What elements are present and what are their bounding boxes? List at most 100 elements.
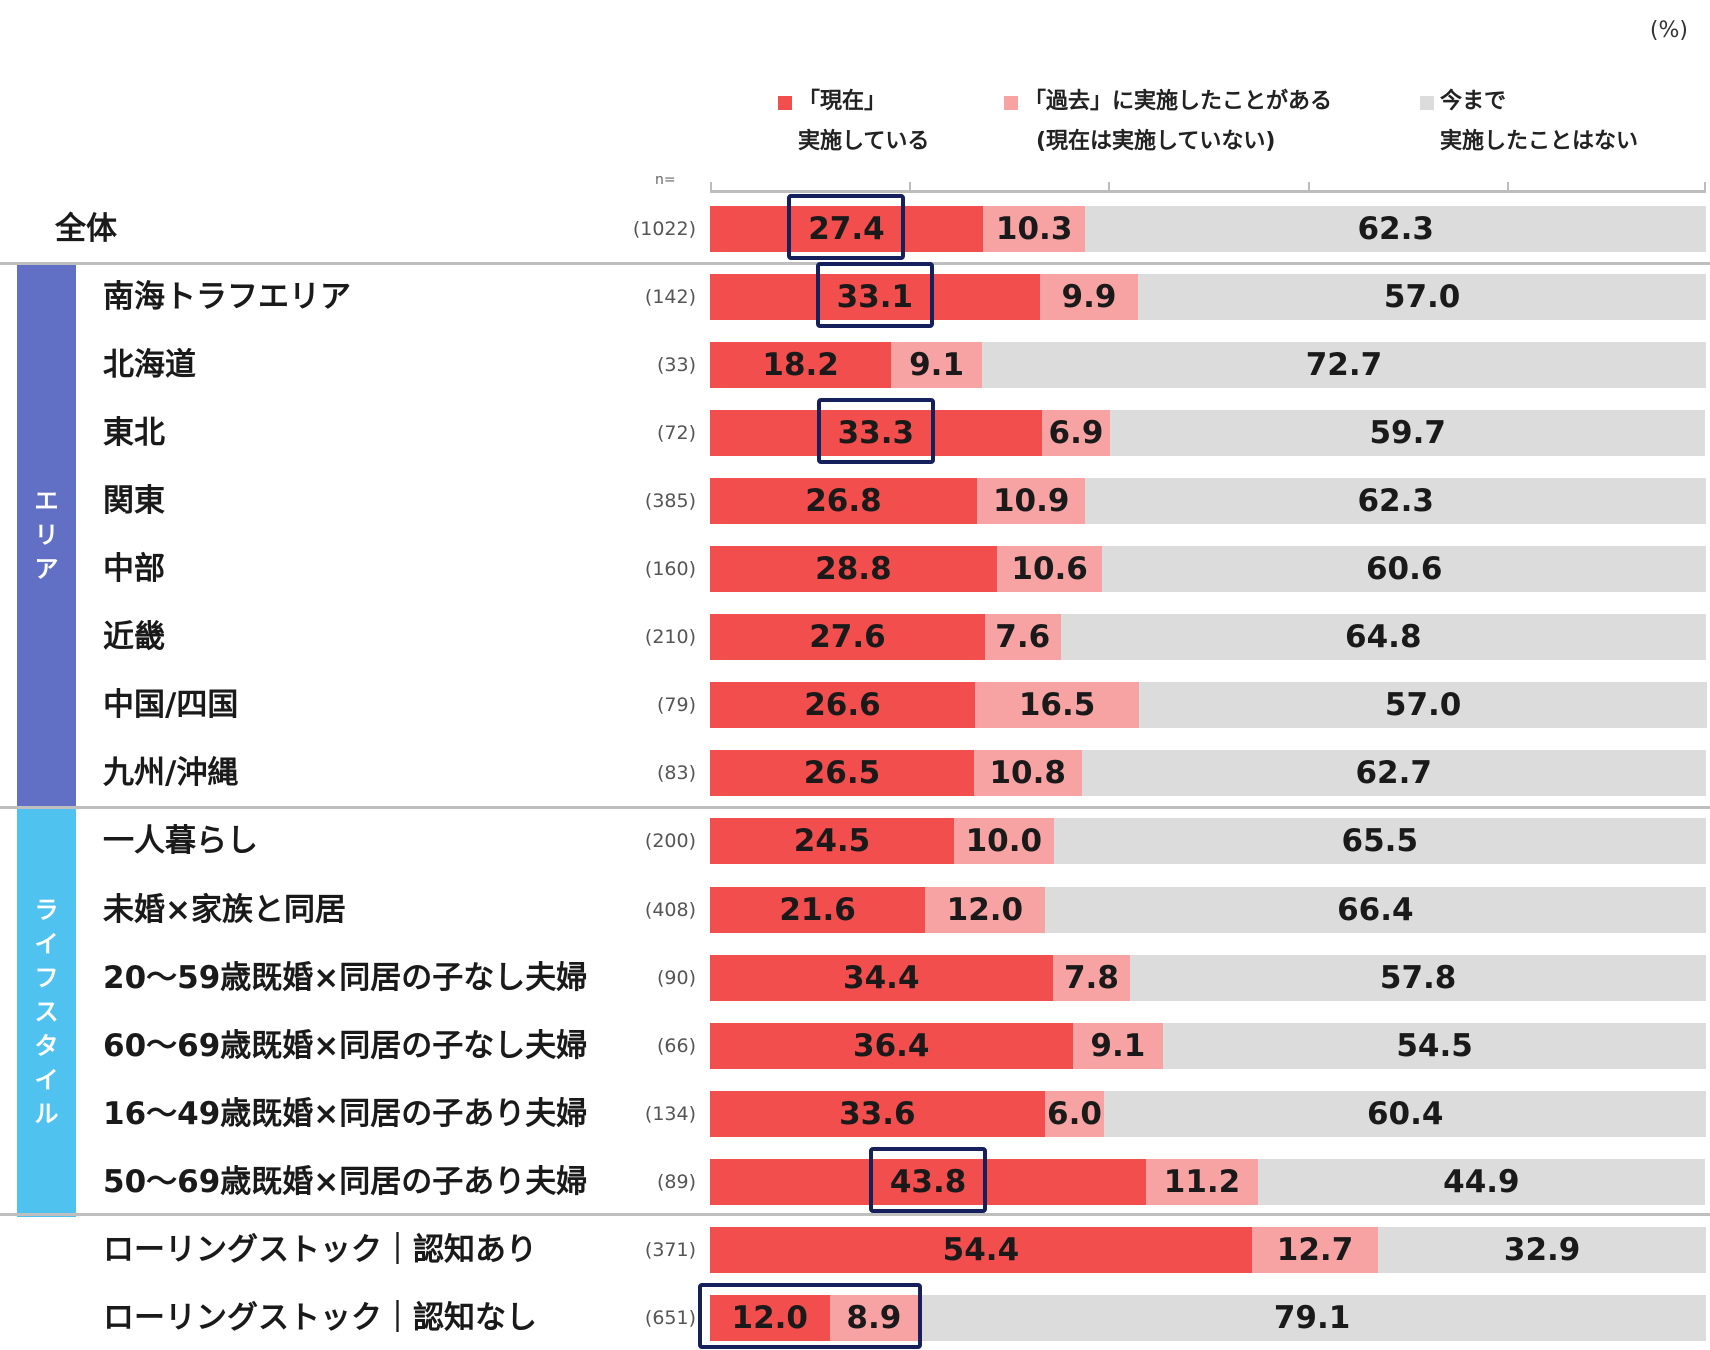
- bar-segment-past: [996, 546, 1103, 593]
- bar-segment-current: [710, 954, 1053, 1001]
- legend-current-line1: 「現在」: [798, 89, 887, 114]
- data-label-never: 62.7: [1355, 755, 1432, 792]
- bar-segment-current: [710, 750, 974, 797]
- row-n-10: (408): [644, 898, 696, 921]
- bar-segment-current: [710, 274, 1040, 321]
- data-label-never: 44.9: [1443, 1163, 1520, 1200]
- row-label-11: 20～59歳既婚×同居の子なし夫婦: [103, 959, 588, 996]
- data-label-never: 60.6: [1365, 551, 1443, 588]
- highlight-box: [816, 398, 935, 465]
- bar-segment-never: [1053, 818, 1706, 865]
- bar-segment-current: [710, 818, 955, 865]
- data-label-current: 21.6: [779, 891, 856, 928]
- group-label-char: リ: [34, 521, 59, 550]
- bar-segment-never: [1085, 478, 1706, 525]
- bar-segment-never: [918, 1294, 1706, 1341]
- unit-label: (%): [1649, 18, 1688, 43]
- data-label-current: 24.5: [793, 823, 871, 860]
- axis-tick-3: [1307, 182, 1310, 193]
- axis-tick-1: [909, 182, 912, 193]
- highlight-box: [787, 194, 906, 260]
- data-label-current: 43.8: [889, 1163, 967, 1200]
- data-label-current: 28.8: [815, 551, 892, 588]
- bar-segment-current: [710, 1090, 1045, 1137]
- n-prefix-label: n=: [655, 172, 676, 188]
- bar-segment-current: [710, 886, 926, 933]
- bar-segment-past: [973, 750, 1082, 797]
- bar-segment-current: [710, 1158, 1147, 1205]
- data-label-past: 10.0: [965, 823, 1043, 860]
- row-label-10: 未婚×家族と同居: [103, 891, 346, 928]
- data-label-past: 7.8: [1063, 959, 1119, 996]
- bar-segment-current: [710, 206, 983, 252]
- row-n-11: (90): [656, 966, 696, 989]
- row-label-5: 中部: [103, 551, 165, 588]
- data-label-never: 54.5: [1396, 1027, 1473, 1064]
- data-label-current: 33.3: [837, 415, 915, 452]
- group-label-char: イ: [34, 1065, 59, 1094]
- bar-segment-past: [1044, 1090, 1105, 1137]
- data-label-past: 9.9: [1061, 279, 1117, 316]
- group-label-char: ル: [34, 1099, 59, 1128]
- data-label-current: 26.5: [803, 755, 881, 792]
- bar-segment-past: [1072, 1022, 1164, 1069]
- axis-tick-2: [1108, 182, 1111, 193]
- bar-segment-past: [982, 206, 1086, 252]
- bar-segment-current: [710, 342, 892, 389]
- row-label-8: 九州/沖縄: [103, 755, 239, 792]
- bar-segment-current: [710, 682, 975, 729]
- bar-segment-past: [1052, 954, 1131, 1001]
- row-n-3: (72): [656, 422, 696, 445]
- axis-tick-5: [1704, 182, 1706, 193]
- data-label-past: 11.2: [1163, 1163, 1241, 1200]
- group-label-char: ス: [34, 997, 59, 1026]
- legend-swatch-never: [1420, 96, 1434, 110]
- bar-segment-past: [1146, 1158, 1258, 1205]
- bar-segment-current: [710, 1022, 1073, 1069]
- data-label-current: 26.6: [804, 687, 881, 724]
- group-label-char: ア: [34, 555, 59, 584]
- row-n-15: (371): [644, 1238, 696, 1261]
- bar-segment-never: [1257, 1158, 1705, 1205]
- row-label-1: 南海トラフエリア: [103, 279, 351, 316]
- group-label-char: ラ: [34, 895, 59, 924]
- bar-segment-never: [981, 342, 1706, 389]
- legend-never-line2: 実施したことはない: [1440, 129, 1639, 154]
- axis-tick-0: [710, 182, 712, 193]
- legend-past-line2: (現在は実施していない): [1036, 129, 1276, 154]
- group-bar-1: [17, 806, 76, 1217]
- bar-segment-past: [925, 886, 1045, 933]
- row-label-14: 50～69歳既婚×同居の子あり夫婦: [103, 1163, 588, 1200]
- group-label-0: エリア: [17, 484, 76, 586]
- bar-segment-past: [954, 818, 1054, 865]
- bar-segment-past: [1039, 274, 1139, 321]
- row-n-2: (33): [656, 354, 696, 377]
- data-label-past: 6.9: [1048, 415, 1104, 452]
- bar-segment-current: [710, 410, 1042, 457]
- group-label-1: ライフスタイル: [17, 893, 76, 1131]
- data-label-current: 27.6: [809, 619, 886, 656]
- data-label-past: 10.8: [989, 755, 1066, 792]
- data-label-current: 33.6: [839, 1095, 916, 1132]
- legend-past-line1: 「過去」に実施したことがある: [1024, 89, 1333, 114]
- data-label-never: 65.5: [1341, 823, 1419, 860]
- row-n-14: (89): [656, 1170, 696, 1193]
- bar-segment-past: [1041, 410, 1111, 457]
- group-label-char: フ: [34, 963, 59, 992]
- bar-segment-past: [974, 682, 1140, 729]
- bar-segment-past: [891, 342, 982, 389]
- bar-segment-current: [710, 614, 985, 661]
- data-label-current: 54.4: [942, 1231, 1020, 1268]
- row-label-0: 全体: [55, 211, 117, 247]
- row-label-4: 関東: [103, 483, 165, 520]
- bar-segment-never: [1085, 206, 1706, 252]
- data-label-past: 9.1: [909, 347, 965, 384]
- bar-segment-past: [984, 614, 1061, 661]
- data-label-current: 36.4: [853, 1027, 930, 1064]
- highlight-box: [698, 1282, 923, 1349]
- row-n-8: (83): [656, 762, 696, 785]
- row-n-6: (210): [644, 626, 696, 649]
- row-n-7: (79): [656, 694, 696, 717]
- bar-segment-never: [1163, 1022, 1706, 1069]
